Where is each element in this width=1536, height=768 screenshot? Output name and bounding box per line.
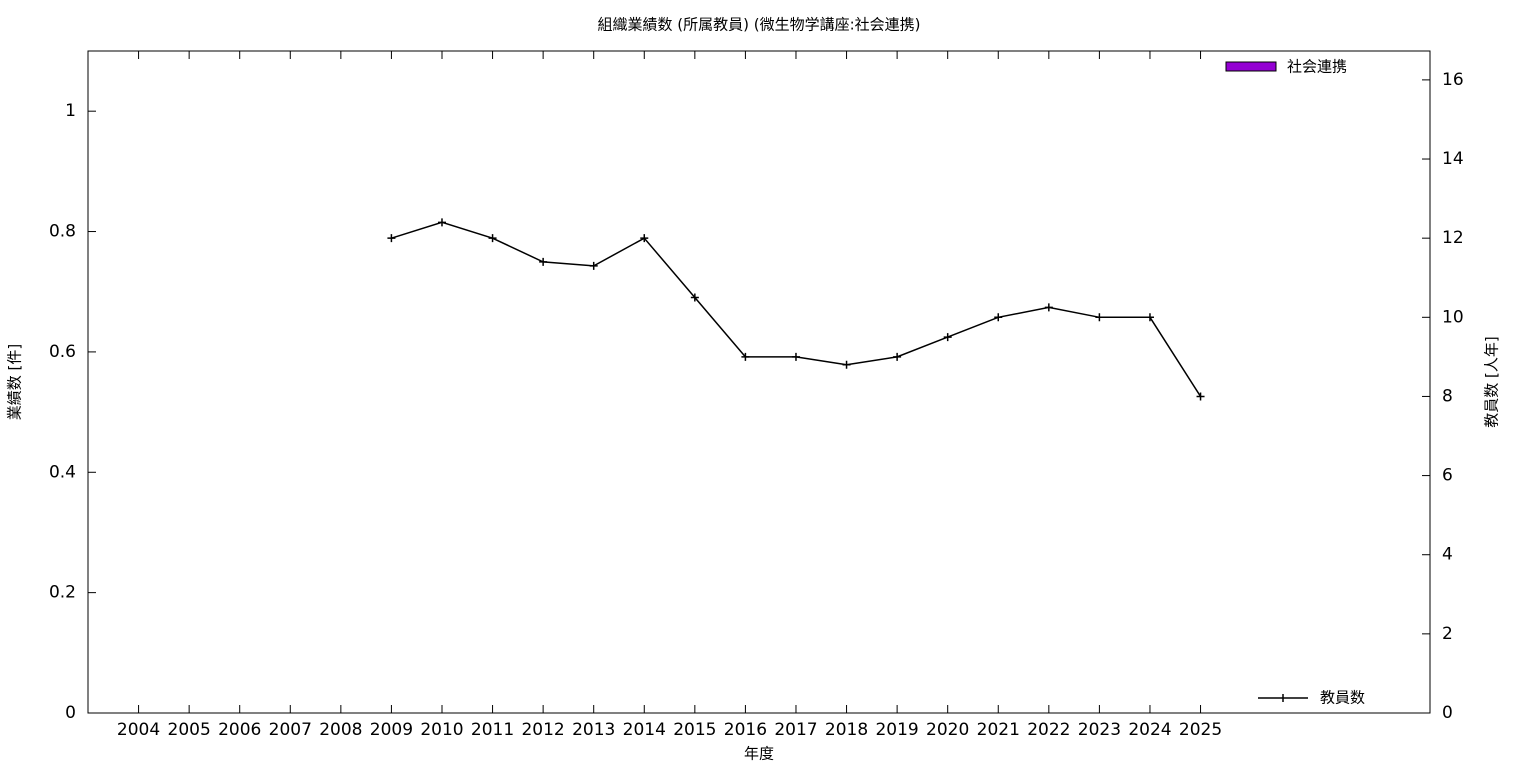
point [690, 293, 699, 302]
x-tick-label: 2018 [825, 720, 868, 740]
point [539, 257, 548, 266]
y2-tick-label: 4 [1442, 545, 1453, 565]
y-tick-label: 0.2 [49, 583, 76, 603]
y2-tick-label: 8 [1442, 386, 1453, 406]
y-tick-label: 0.4 [49, 462, 76, 482]
x-tick-label: 2014 [623, 720, 666, 740]
x-tick-label: 2011 [471, 720, 514, 740]
point [1044, 303, 1053, 312]
x-tick-label: 2022 [1027, 720, 1070, 740]
y2-axis-label: 教員数 [人年] [1483, 336, 1501, 427]
x-tick-label: 2024 [1128, 720, 1171, 740]
y-tick-label: 0.8 [49, 222, 76, 242]
x-tick-label: 2006 [218, 720, 261, 740]
y-axis-label: 業績数 [件] [6, 344, 24, 420]
point [994, 313, 1003, 322]
point [589, 261, 598, 270]
point [1145, 313, 1154, 322]
point [387, 234, 396, 243]
legend-swatch [1225, 61, 1277, 72]
chart-title: 組織業績数 (所属教員) (微生物学講座:社会連携) [597, 16, 920, 34]
point [437, 218, 446, 227]
y2-tick-label: 10 [1442, 307, 1464, 327]
x-tick-label: 2019 [875, 720, 918, 740]
x-tick-label: 2013 [572, 720, 615, 740]
point [943, 333, 952, 342]
point [842, 360, 851, 369]
x-tick-label: 2015 [673, 720, 716, 740]
legend-swatch [1258, 694, 1308, 702]
y-tick-label: 0 [65, 703, 76, 723]
x-tick-label: 2016 [724, 720, 767, 740]
point [741, 352, 750, 361]
point [791, 352, 800, 361]
x-tick-label: 2025 [1179, 720, 1222, 740]
x-tick-label: 2007 [269, 720, 312, 740]
point [893, 352, 902, 361]
x-tick-label: 2017 [774, 720, 817, 740]
x-tick-label: 2023 [1078, 720, 1121, 740]
x-tick-label: 2010 [420, 720, 463, 740]
y2-tick-label: 14 [1442, 149, 1464, 169]
x-tick-label: 2005 [168, 720, 211, 740]
plot-border [87, 50, 1431, 714]
x-axis-label: 年度 [744, 745, 774, 763]
point [1095, 313, 1104, 322]
x-tick-label: 2009 [370, 720, 413, 740]
y2-tick-label: 2 [1442, 624, 1453, 644]
y2-tick-label: 0 [1442, 703, 1453, 723]
y-tick-label: 0.6 [49, 342, 76, 362]
y2-tick-label: 16 [1442, 70, 1464, 90]
point [488, 234, 497, 243]
x-tick-label: 2021 [977, 720, 1020, 740]
x-tick-label: 2008 [319, 720, 362, 740]
y2-tick-label: 12 [1442, 228, 1464, 248]
point [640, 234, 649, 243]
x-tick-label: 2020 [926, 720, 969, 740]
y2-tick-label: 6 [1442, 466, 1453, 486]
y-tick-label: 1 [65, 101, 76, 121]
x-tick-label: 2012 [521, 720, 564, 740]
x-tick-label: 2004 [117, 720, 160, 740]
legend-label: 教員数 [1320, 689, 1365, 707]
point [1196, 392, 1205, 401]
legend-label: 社会連携 [1287, 58, 1347, 76]
